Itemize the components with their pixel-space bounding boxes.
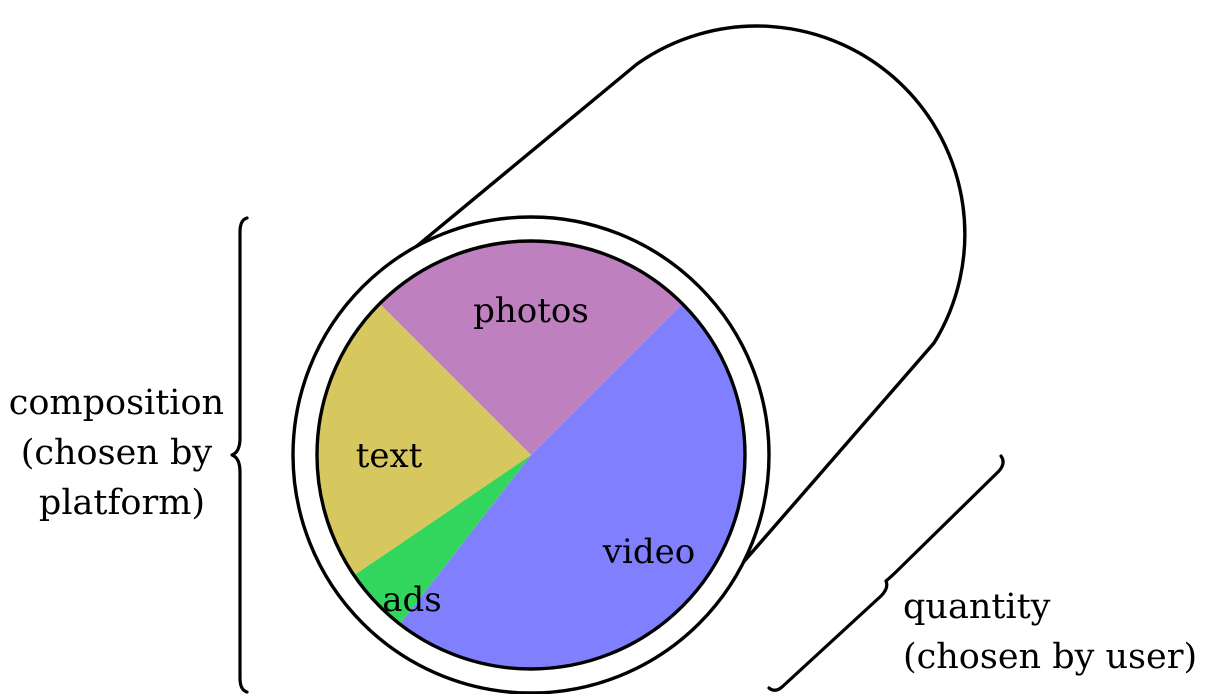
composition-brace [230, 216, 249, 694]
quantity-brace [767, 454, 1005, 692]
composition-label: composition (chosen by platform) [9, 383, 236, 523]
pie-label-text: text [356, 436, 423, 476]
pie-label-photos: photos [473, 291, 589, 331]
pie-slice-ads [354, 455, 531, 625]
pie-slice-photos [379, 241, 683, 455]
cylinder-face-inner-ring [315, 239, 747, 671]
quantity-label: quantity (chosen by user) [903, 587, 1197, 677]
pie-slice-text [316, 303, 531, 576]
composition-label-line-1: composition [9, 383, 224, 423]
quantity-label-line-2: (chosen by user) [903, 637, 1197, 677]
cylinder-body-outline [363, 24, 967, 606]
pie-label-video: video [602, 532, 695, 572]
composition-label-line-2: (chosen by [21, 433, 213, 473]
composition-pie-chart [316, 241, 745, 669]
quantity-label-line-1: quantity [903, 587, 1051, 627]
pie-slice-video [399, 303, 745, 669]
pie-label-ads: ads [382, 580, 441, 620]
composition-label-line-3: platform) [39, 483, 205, 523]
